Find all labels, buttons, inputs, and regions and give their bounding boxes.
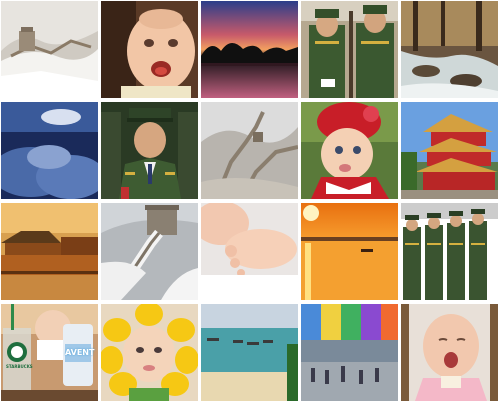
- tile-forbidden-city-gate-sunset: [1, 203, 98, 300]
- tile-baby-feet: [201, 203, 298, 300]
- tile-great-wall-hills: [201, 102, 298, 199]
- tile-orange-sunset-sea: [301, 203, 398, 300]
- great-wall-snow-image: [1, 1, 98, 98]
- forbidden-city-gate-image: [1, 203, 98, 300]
- sunset-lake-image: [201, 1, 298, 98]
- tile-baby-starbucks-cup: AVENT STARBUCKS: [1, 304, 98, 401]
- red-pagoda-image: [401, 102, 498, 199]
- tile-sunset-lake: [201, 1, 298, 98]
- clouds-sky-image: [1, 102, 98, 199]
- baby-starbucks-cup-image: [1, 304, 98, 401]
- tile-great-wall-snow-watchtower: [101, 203, 198, 300]
- baby-feet-image: [201, 203, 298, 300]
- tile-baby-red-hat: [301, 102, 398, 199]
- soldiers-marching-image: [401, 203, 498, 300]
- cup-logo-text: STARBUCKS: [6, 364, 33, 369]
- tile-forest-stream: [401, 1, 498, 98]
- tile-honor-guard-soldiers: [301, 1, 398, 98]
- tile-clouds-sky: [1, 102, 98, 199]
- honor-guard-image: [301, 1, 398, 98]
- baby-yawning-image: [401, 304, 498, 401]
- tile-beach-boats: [201, 304, 298, 401]
- tile-soldier-portrait: [101, 102, 198, 199]
- forest-stream-image: [401, 1, 498, 98]
- tile-red-pagoda: [401, 102, 498, 199]
- tile-great-wall-snow: [1, 1, 98, 98]
- tile-baby-sunflower-costume: [101, 304, 198, 401]
- bottle-label-text: AVENT: [65, 348, 95, 357]
- baby-sunflower-costume-image: [101, 304, 198, 401]
- tile-baby-yawning: [401, 304, 498, 401]
- tile-soldiers-marching: [401, 203, 498, 300]
- tile-crying-baby: [101, 1, 198, 98]
- orange-sunset-sea-image: [301, 203, 398, 300]
- beach-boats-image: [201, 304, 298, 401]
- crying-baby-image: [101, 1, 198, 98]
- soldier-portrait-image: [101, 102, 198, 199]
- great-wall-watchtower-image: [101, 203, 198, 300]
- tile-street-mural: [301, 304, 398, 401]
- baby-red-hat-image: [301, 102, 398, 199]
- street-mural-image: [301, 304, 398, 401]
- great-wall-hills-image: [201, 102, 298, 199]
